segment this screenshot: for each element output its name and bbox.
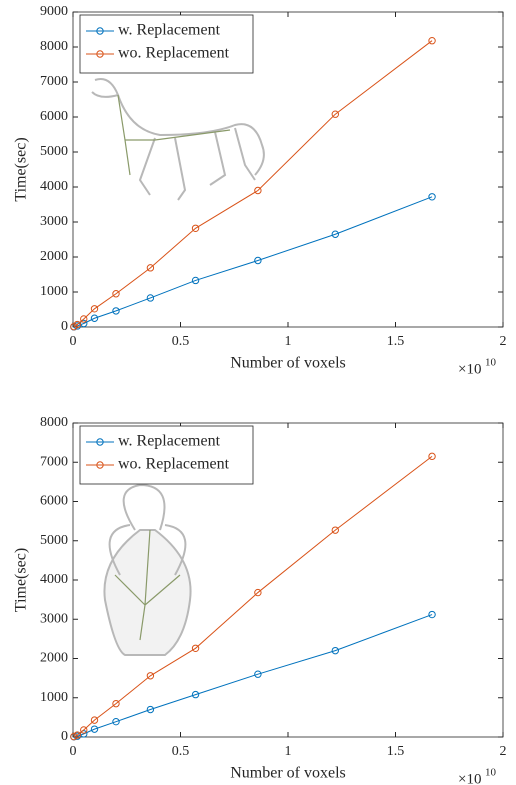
- figure: 00.511.520100020003000400050006000700080…: [0, 0, 516, 785]
- x-tick-label: 0: [70, 744, 77, 759]
- y-axis-label: Time(sec): [13, 137, 30, 201]
- y-tick-label: 3000: [40, 611, 68, 626]
- y-tick-label: 6000: [40, 109, 68, 124]
- y-tick-label: 0: [61, 729, 68, 744]
- x-multiplier-exponent: 10: [485, 357, 497, 369]
- page: 00.511.520100020003000400050006000700080…: [0, 0, 516, 785]
- y-tick-label: 8000: [40, 415, 68, 430]
- y-tick-label: 6000: [40, 494, 68, 509]
- legend-label: w. Replacement: [118, 433, 221, 450]
- legend-label: wo. Replacement: [118, 45, 230, 62]
- x-multiplier: ×10: [458, 361, 481, 377]
- y-tick-label: 7000: [40, 74, 68, 89]
- x-tick-label: 2: [500, 334, 507, 349]
- x-tick-label: 0: [70, 334, 77, 349]
- y-tick-label: 1000: [40, 690, 68, 705]
- y-tick-label: 4000: [40, 572, 68, 587]
- y-tick-label: 8000: [40, 39, 68, 54]
- x-tick-label: 0.5: [172, 334, 190, 349]
- x-multiplier-exponent: 10: [485, 767, 497, 779]
- y-tick-label: 4000: [40, 179, 68, 194]
- x-tick-label: 1.5: [387, 744, 405, 759]
- y-tick-label: 7000: [40, 454, 68, 469]
- x-tick-label: 1: [285, 744, 292, 759]
- x-tick-label: 0.5: [172, 744, 190, 759]
- y-tick-label: 2000: [40, 249, 68, 264]
- x-tick-label: 1.5: [387, 334, 405, 349]
- y-tick-label: 5000: [40, 144, 68, 159]
- y-tick-label: 2000: [40, 651, 68, 666]
- y-tick-label: 0: [61, 319, 68, 334]
- legend-label: wo. Replacement: [118, 456, 230, 473]
- x-tick-label: 2: [500, 744, 507, 759]
- x-multiplier: ×10: [458, 771, 481, 785]
- y-tick-label: 5000: [40, 533, 68, 548]
- legend-label: w. Replacement: [118, 22, 221, 39]
- x-axis-label: Number of voxels: [230, 765, 346, 782]
- y-tick-label: 1000: [40, 284, 68, 299]
- x-tick-label: 1: [285, 334, 292, 349]
- x-axis-label: Number of voxels: [230, 355, 346, 372]
- y-tick-label: 3000: [40, 214, 68, 229]
- y-tick-label: 9000: [40, 4, 68, 19]
- y-axis-label: Time(sec): [13, 548, 30, 612]
